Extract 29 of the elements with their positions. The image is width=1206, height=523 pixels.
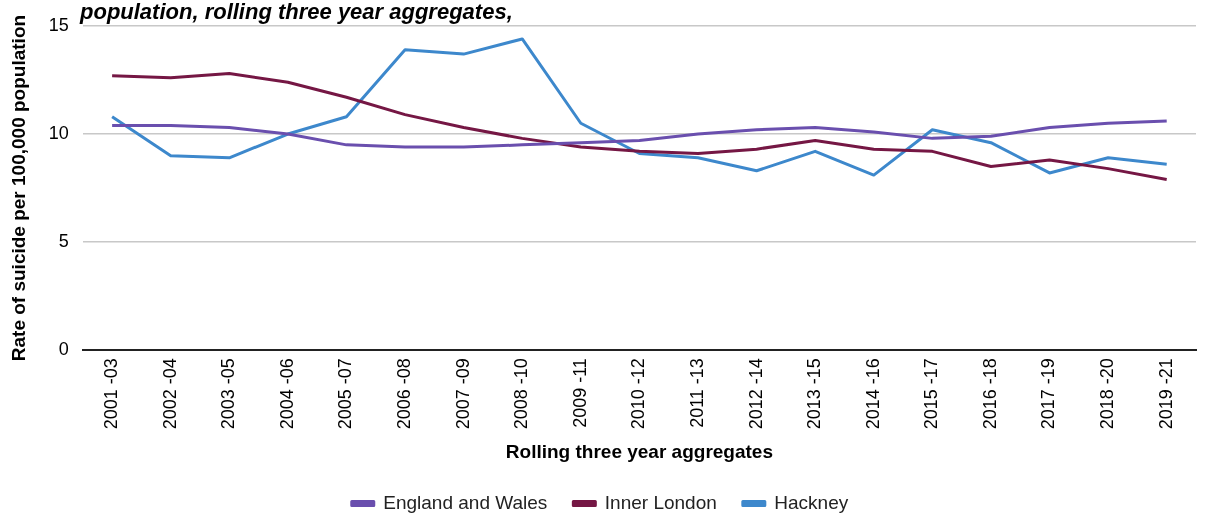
x-tick-label: 2010 -12 [628,358,649,430]
x-tick-label: 2019 -21 [1155,358,1176,430]
x-tick-label: 2007 -09 [452,358,473,430]
y-tick-label: 0 [58,339,69,360]
x-tick-label: 2016 -18 [979,358,1000,430]
x-tick-label: 2002 -04 [159,358,180,430]
legend-label: England and Wales [383,491,548,513]
x-tick-label: 2011 -13 [686,358,707,428]
x-tick-label: 2014 -16 [862,358,883,430]
x-tick-label: 2003 -05 [218,358,239,430]
chart-title: population, rolling three year aggregates, [79,0,513,25]
y-axis-title: Rate of suicide per 100,000 population [7,14,29,362]
x-tick-label: 2006 -08 [394,358,415,430]
x-tick-label: 2012 -14 [745,358,766,430]
x-tick-label: 2013 -15 [804,358,825,430]
x-tick-label: 2001 -03 [101,358,122,430]
x-axis-title: Rolling three year aggregates [505,440,773,462]
legend-label: Inner London [604,491,717,513]
x-tick-label: 2004 -06 [276,358,297,430]
y-tick-label: 5 [58,231,69,252]
x-tick-label: 2009 -11 [569,358,590,428]
legend-label: Hackney [774,491,849,513]
x-tick-label: 2005 -07 [335,358,356,430]
x-tick-label: 2018 -20 [1097,358,1118,430]
x-tick-label: 2015 -17 [921,358,942,430]
y-tick-label: 10 [48,123,69,144]
x-tick-label: 2008 -10 [511,358,532,430]
y-tick-label: 15 [48,14,69,35]
x-tick-label: 2017 -19 [1038,358,1059,430]
